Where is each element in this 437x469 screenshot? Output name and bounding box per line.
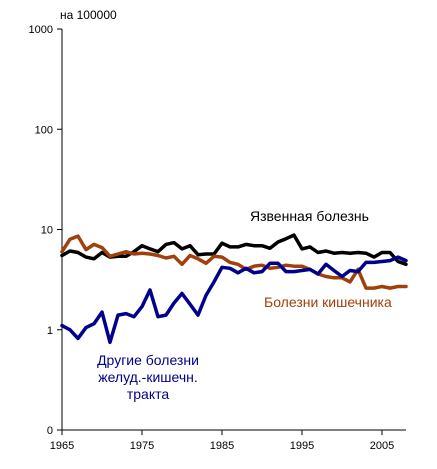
y-tick-label: 10 (41, 225, 53, 237)
series-label-2: Болезни кишечника (264, 294, 392, 310)
series-label-3: тракта (127, 386, 170, 402)
y-tick-label: 0 (47, 425, 53, 437)
series-layer (60, 233, 408, 345)
series-labels: Язвенная болезнь Болезни кишечника Другие … (97, 208, 392, 402)
series-label-3: Другие болезни (97, 352, 199, 368)
series-label-1: Язвенная болезнь (250, 208, 369, 224)
series-label-3: желуд.-кишечн. (98, 369, 198, 385)
y-tick-label: 1 (47, 325, 53, 337)
series-line-3 (60, 255, 408, 345)
y-tick-label: 100 (35, 124, 53, 136)
x-tick-label: 1995 (290, 440, 314, 452)
x-tick-label: 1985 (210, 440, 234, 452)
series-line-1 (60, 233, 408, 267)
x-tick-label: 1975 (130, 440, 154, 452)
series-line-2 (60, 234, 408, 290)
unit-label: на 100000 (60, 8, 117, 22)
y-tick-label: 1000 (29, 24, 53, 36)
x-tick-label: 2005 (370, 440, 394, 452)
x-tick-label: 1965 (50, 440, 74, 452)
